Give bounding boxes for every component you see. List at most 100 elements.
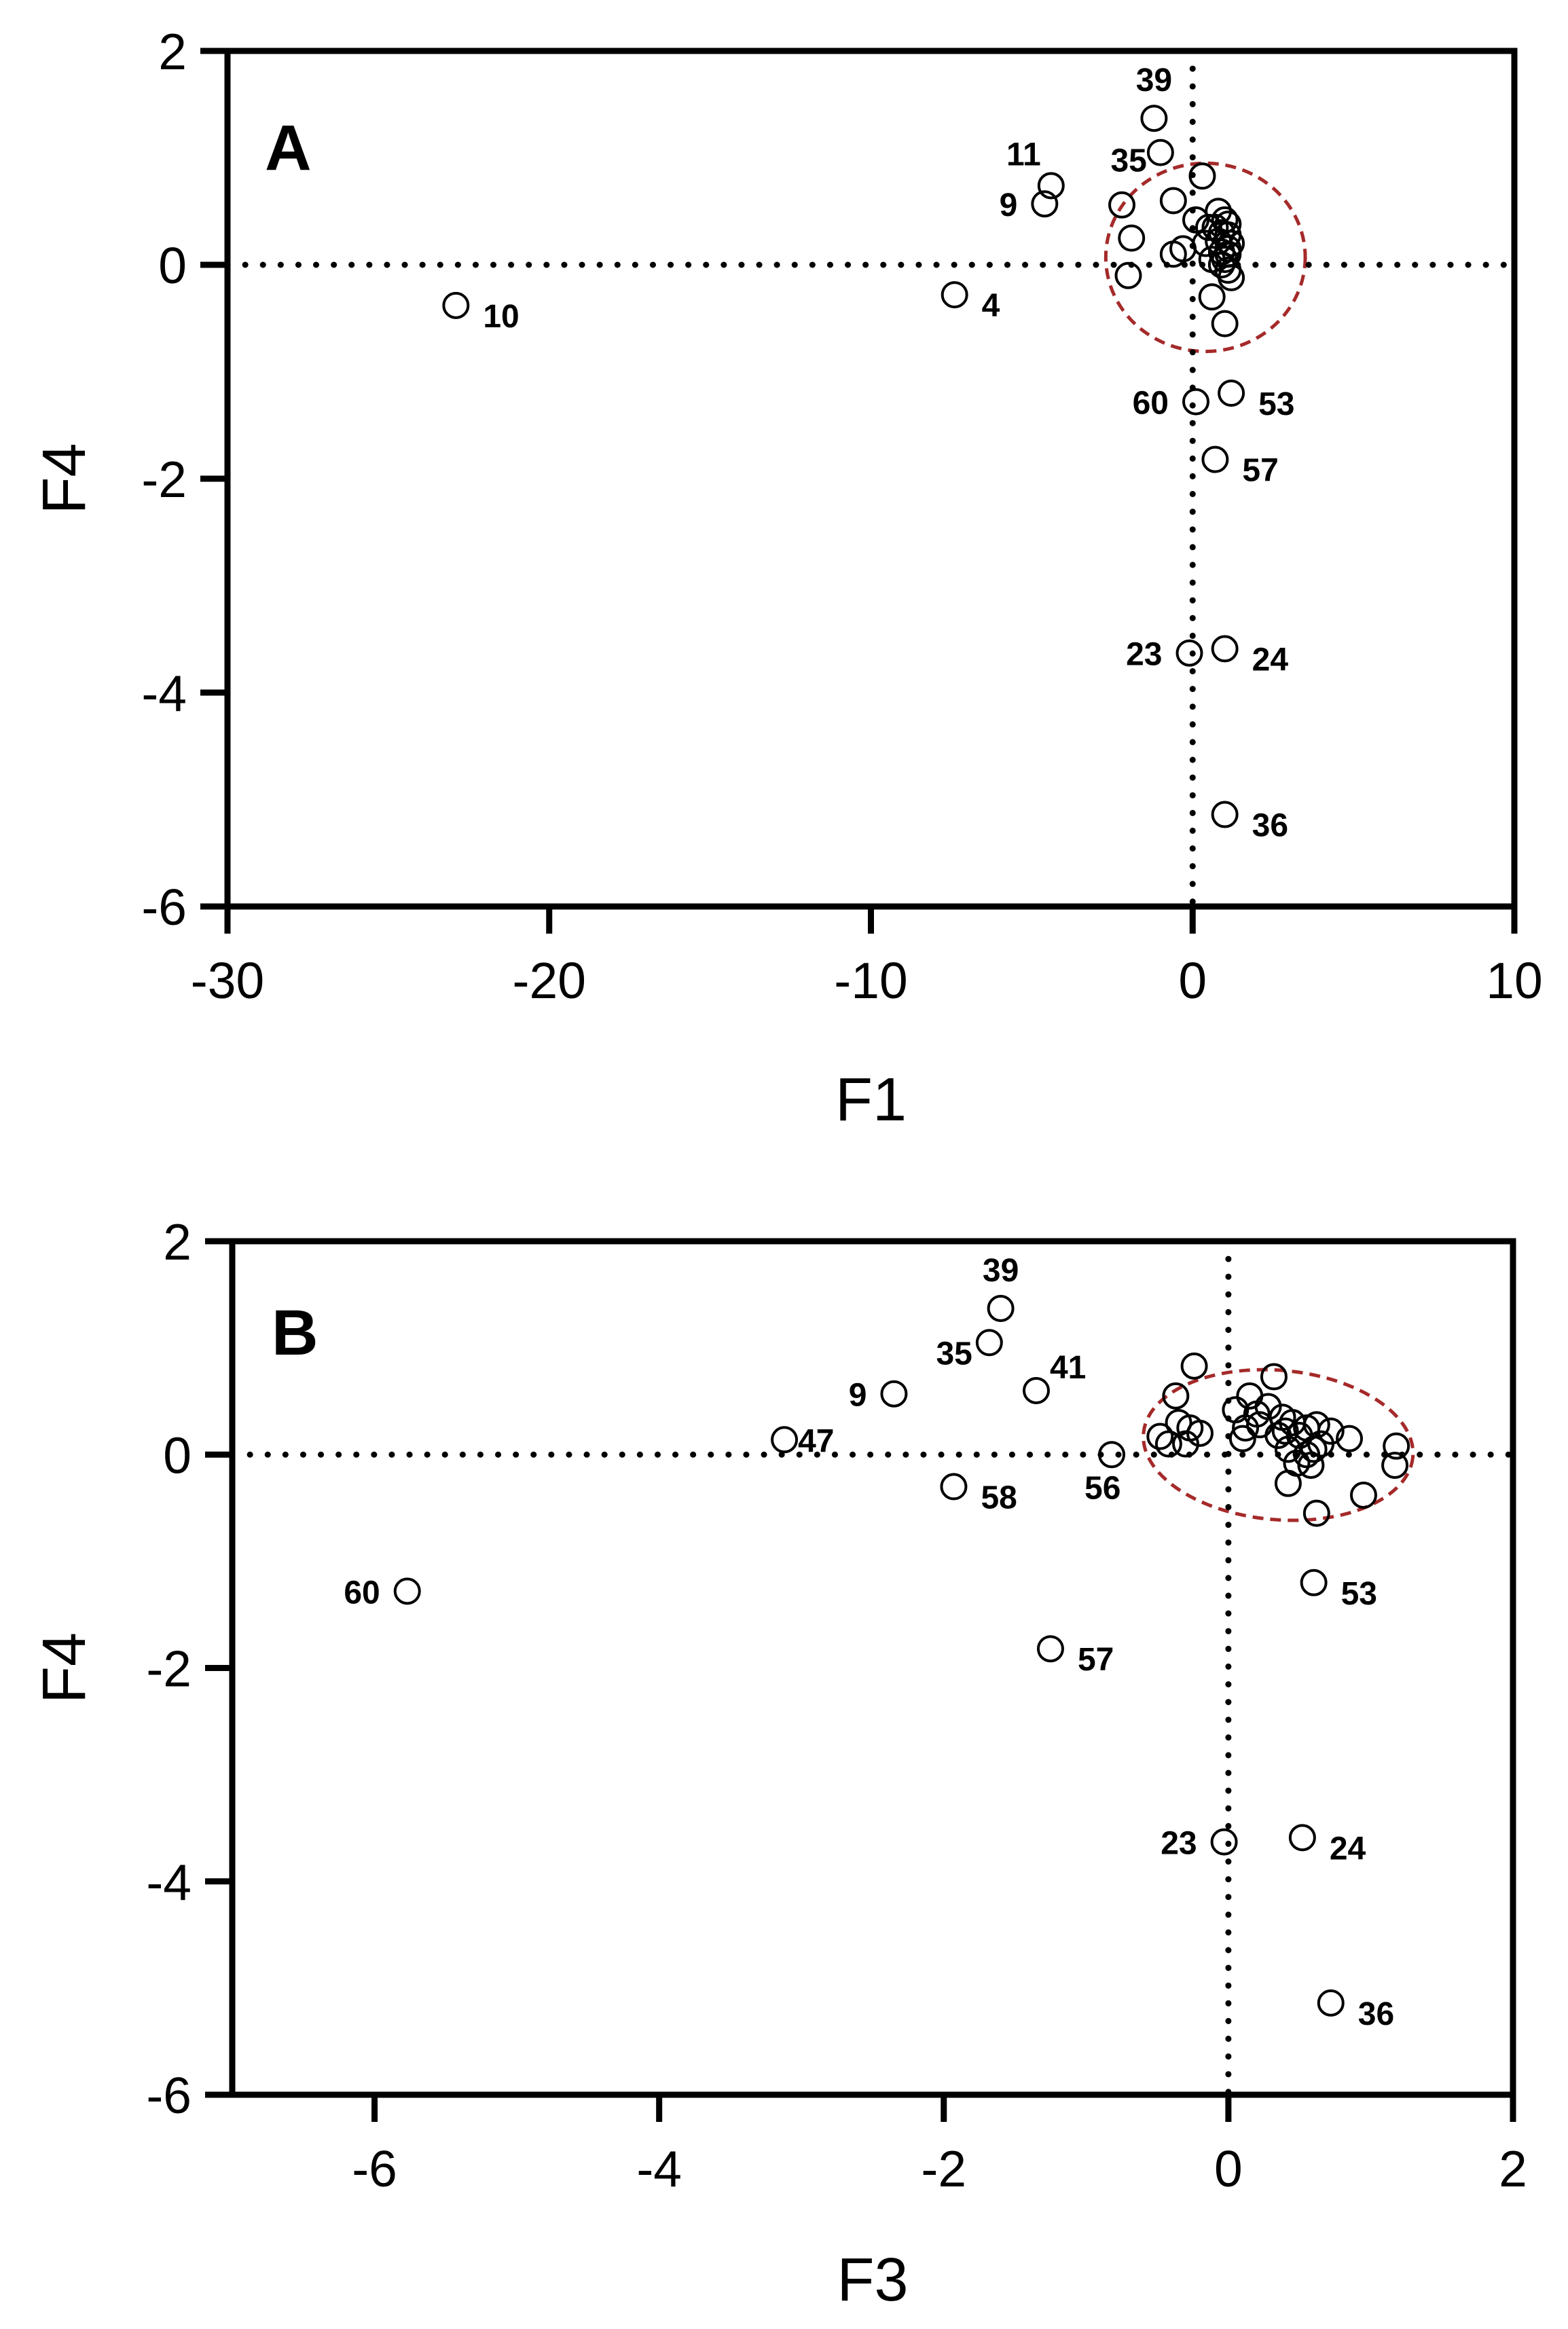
panel-a-point bbox=[1159, 187, 1187, 215]
panel-b-point-label-53: 53 bbox=[1341, 1576, 1377, 1612]
panel-b-y-tick-label: 2 bbox=[163, 1213, 192, 1270]
panel-a-point-label-10: 10 bbox=[483, 299, 519, 335]
panel-b-y-axis-label: F4 bbox=[31, 1632, 98, 1704]
panel-a-point-label-60: 60 bbox=[1133, 386, 1169, 422]
panel-a-point-label-53: 53 bbox=[1258, 386, 1294, 422]
panel-b-point bbox=[1349, 1481, 1377, 1509]
scatter-panel-b: 39 35 41 9 47 56 58 60 53 57 23 24 36 -6 -4 -2 0 2 -6 -4 -2… bbox=[31, 1213, 1527, 2314]
panel-a-highlight-ellipse bbox=[1104, 161, 1307, 354]
panel-a-y-tick-label: 2 bbox=[158, 23, 187, 80]
panel-a-x-tick-label: -10 bbox=[834, 952, 907, 1009]
panel-b-point bbox=[1245, 1411, 1273, 1439]
panel-a-y-tick-label: -2 bbox=[141, 451, 187, 508]
panel-a-y-tick-label: -6 bbox=[141, 879, 187, 936]
panel-b-point-label-47: 47 bbox=[798, 1423, 834, 1459]
panel-b-point-56 bbox=[1098, 1441, 1126, 1469]
panel-a-x-tick-label: 0 bbox=[1178, 952, 1207, 1009]
panel-b-point-36 bbox=[1317, 1989, 1345, 2017]
panel-a-point-57 bbox=[1201, 445, 1229, 473]
panel-b-point-53 bbox=[1300, 1569, 1328, 1596]
panel-b-point-57 bbox=[1036, 1635, 1064, 1663]
panel-b-point-label-39: 39 bbox=[983, 1253, 1019, 1289]
panel-b-point bbox=[1186, 1419, 1214, 1447]
panel-b-point bbox=[1383, 1432, 1410, 1460]
panel-b-point bbox=[1146, 1423, 1174, 1450]
panel-a-point-4 bbox=[941, 281, 968, 309]
panel-b-point-label-56: 56 bbox=[1084, 1470, 1120, 1506]
panel-a-point-60 bbox=[1182, 388, 1209, 416]
panel-a-point bbox=[1195, 213, 1222, 241]
panel-a-point-label-11: 11 bbox=[1006, 136, 1041, 172]
panel-a-point bbox=[1214, 235, 1242, 263]
panel-a-annotations bbox=[224, 48, 1518, 910]
panel-a-point-10 bbox=[442, 291, 470, 319]
panel-a-point bbox=[1201, 213, 1229, 241]
panel-b-point-label-23: 23 bbox=[1161, 1826, 1197, 1862]
panel-b-point-23 bbox=[1210, 1828, 1238, 1856]
panel-b-point bbox=[1271, 1417, 1299, 1445]
panel-a-point-label-24: 24 bbox=[1252, 642, 1289, 678]
panel-b-point-label-60: 60 bbox=[344, 1575, 380, 1611]
panel-a-point-36 bbox=[1211, 801, 1239, 828]
panel-b-point bbox=[1254, 1393, 1282, 1420]
panel-a-point-24 bbox=[1211, 635, 1239, 663]
panel-a-point-label-39: 39 bbox=[1136, 62, 1172, 98]
panel-a-point-9 bbox=[1031, 190, 1059, 218]
panel-b-point bbox=[1232, 1414, 1260, 1442]
panel-a-point bbox=[1207, 251, 1235, 278]
panel-b-y-tick-label: -4 bbox=[146, 1854, 192, 1911]
panel-a-point-label-9: 9 bbox=[1000, 187, 1018, 223]
panel-b-point-label-35: 35 bbox=[936, 1336, 972, 1372]
panel-b-point bbox=[1172, 1430, 1200, 1458]
panel-b-point-35 bbox=[975, 1329, 1003, 1357]
panel-b-point-41 bbox=[1022, 1376, 1050, 1404]
panel-a-point bbox=[1108, 191, 1136, 219]
panel-a-point-label-4: 4 bbox=[982, 288, 1000, 324]
panel-b-point bbox=[1180, 1352, 1208, 1380]
panel-a-x-axis-label: F1 bbox=[835, 1066, 907, 1134]
panel-a-letter: A bbox=[265, 112, 312, 184]
panel-b-x-tick-label: -4 bbox=[636, 2140, 682, 2197]
panel-b-point-label-41: 41 bbox=[1050, 1350, 1086, 1386]
panel-a-point-label-36: 36 bbox=[1252, 808, 1288, 844]
panel-a-ticks: -30 -20 -10 0 10-6-4-202 bbox=[141, 23, 1542, 1009]
panel-a-y-tick-label: 0 bbox=[158, 237, 187, 294]
panel-a-point bbox=[1114, 261, 1142, 289]
panel-a-y-tick-label: -4 bbox=[141, 665, 187, 722]
panel-b-point bbox=[1274, 1469, 1302, 1497]
panel-a-point bbox=[1211, 310, 1239, 337]
panel-a-points: 39 35 11 9 4 10 60 53 57 23 24 36 bbox=[442, 62, 1294, 844]
panel-a-x-tick-label: -20 bbox=[513, 952, 586, 1009]
panel-b-point-label-57: 57 bbox=[1078, 1642, 1114, 1678]
panel-a-point-label-35: 35 bbox=[1110, 143, 1146, 179]
panel-b-points: 39 35 41 9 47 56 58 60 53 57 23 24 36 bbox=[344, 1253, 1410, 2032]
panel-b-letter: B bbox=[272, 1297, 318, 1369]
panel-a-point bbox=[1118, 224, 1146, 252]
panel-b-y-tick-label: -6 bbox=[146, 2067, 192, 2124]
panel-b-point-label-58: 58 bbox=[981, 1480, 1017, 1516]
panel-b-point bbox=[1307, 1430, 1335, 1458]
panel-a-x-tick-label: -30 bbox=[191, 952, 264, 1009]
panel-b-annotations bbox=[229, 1238, 1516, 2098]
panel-b-point-60 bbox=[393, 1577, 421, 1605]
panel-a-point bbox=[1188, 162, 1216, 190]
panel-b-ticks: -6 -4 -2 0 2 -6 -4 -2 0 2 bbox=[146, 1213, 1527, 2197]
panel-a-point bbox=[1211, 206, 1239, 234]
panel-b-point-39 bbox=[987, 1294, 1015, 1322]
panel-a-point-label-57: 57 bbox=[1242, 453, 1278, 489]
panel-b-point bbox=[1300, 1435, 1328, 1463]
panel-b-point bbox=[1260, 1363, 1288, 1391]
panel-a-x-tick-label: 10 bbox=[1486, 952, 1542, 1009]
panel-b-point-58 bbox=[940, 1473, 968, 1501]
panel-a-point-23 bbox=[1175, 639, 1203, 667]
panel-b-point-24 bbox=[1288, 1824, 1316, 1852]
panel-a-plot-frame bbox=[224, 48, 1518, 910]
panel-b-x-tick-label: 0 bbox=[1214, 2140, 1243, 2197]
panel-b-point-label-36: 36 bbox=[1358, 1996, 1394, 2032]
panel-a-point bbox=[1198, 283, 1226, 311]
panel-b-x-axis-label: F3 bbox=[837, 2246, 908, 2314]
panel-a-y-axis-label: F4 bbox=[31, 443, 98, 514]
panel-a-point-35 bbox=[1146, 139, 1174, 166]
